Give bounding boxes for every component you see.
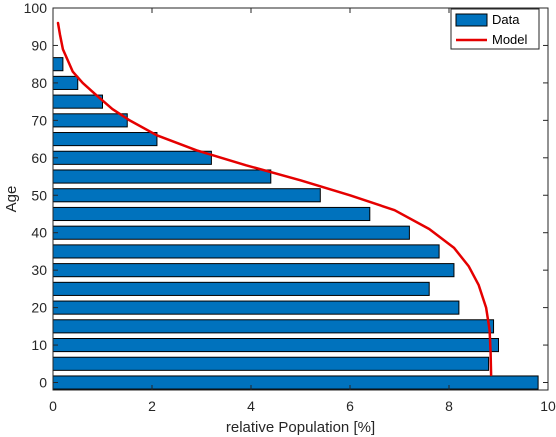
legend-label-data: Data [492,12,520,27]
legend-swatch-data [455,13,488,27]
legend: Data Model [450,8,540,50]
y-tick-label: 40 [31,225,47,241]
bar-age-10 [52,338,499,353]
bar-age-85 [52,57,64,72]
model-line [56,21,493,377]
x-tick-label: 10 [540,398,556,414]
bar-age-15 [52,319,495,334]
legend-label-model: Model [492,32,528,47]
y-tick-label: 0 [39,375,47,391]
y-tick-label: 90 [31,37,47,53]
x-axis-label: relative Population [%] [226,419,375,436]
bar-age-75 [52,94,103,109]
bar-age-35 [52,244,440,259]
bar-age-50 [52,188,321,203]
bars-group [52,57,539,390]
bar-age-70 [52,113,128,128]
y-axis-label: Age [3,186,20,213]
y-tick-label: 100 [24,0,48,16]
bar-age-65 [52,132,158,147]
bar-age-60 [52,150,212,165]
bar-age-25 [52,281,430,296]
bar-age-40 [52,225,410,240]
bar-age-20 [52,300,460,315]
y-tick-label: 50 [31,187,47,203]
x-tick-label: 6 [346,398,354,414]
y-tick-label: 80 [31,75,47,91]
bar-age-45 [52,206,371,222]
x-tick-label: 2 [148,398,156,414]
y-tick-label: 70 [31,112,47,128]
bar-age-30 [52,263,455,278]
x-tick-label: 4 [247,398,255,414]
bar-age-55 [52,169,272,184]
y-tick-label: 60 [31,150,47,166]
y-tick-label: 20 [31,300,47,316]
y-tick-label: 10 [31,337,47,353]
y-tick-label: 30 [31,262,47,278]
axes-box [52,7,549,391]
bar-age-5 [52,356,490,371]
x-tick-label: 8 [445,398,453,414]
bar-age-0 [52,375,539,390]
x-tick-label: 0 [49,398,57,414]
